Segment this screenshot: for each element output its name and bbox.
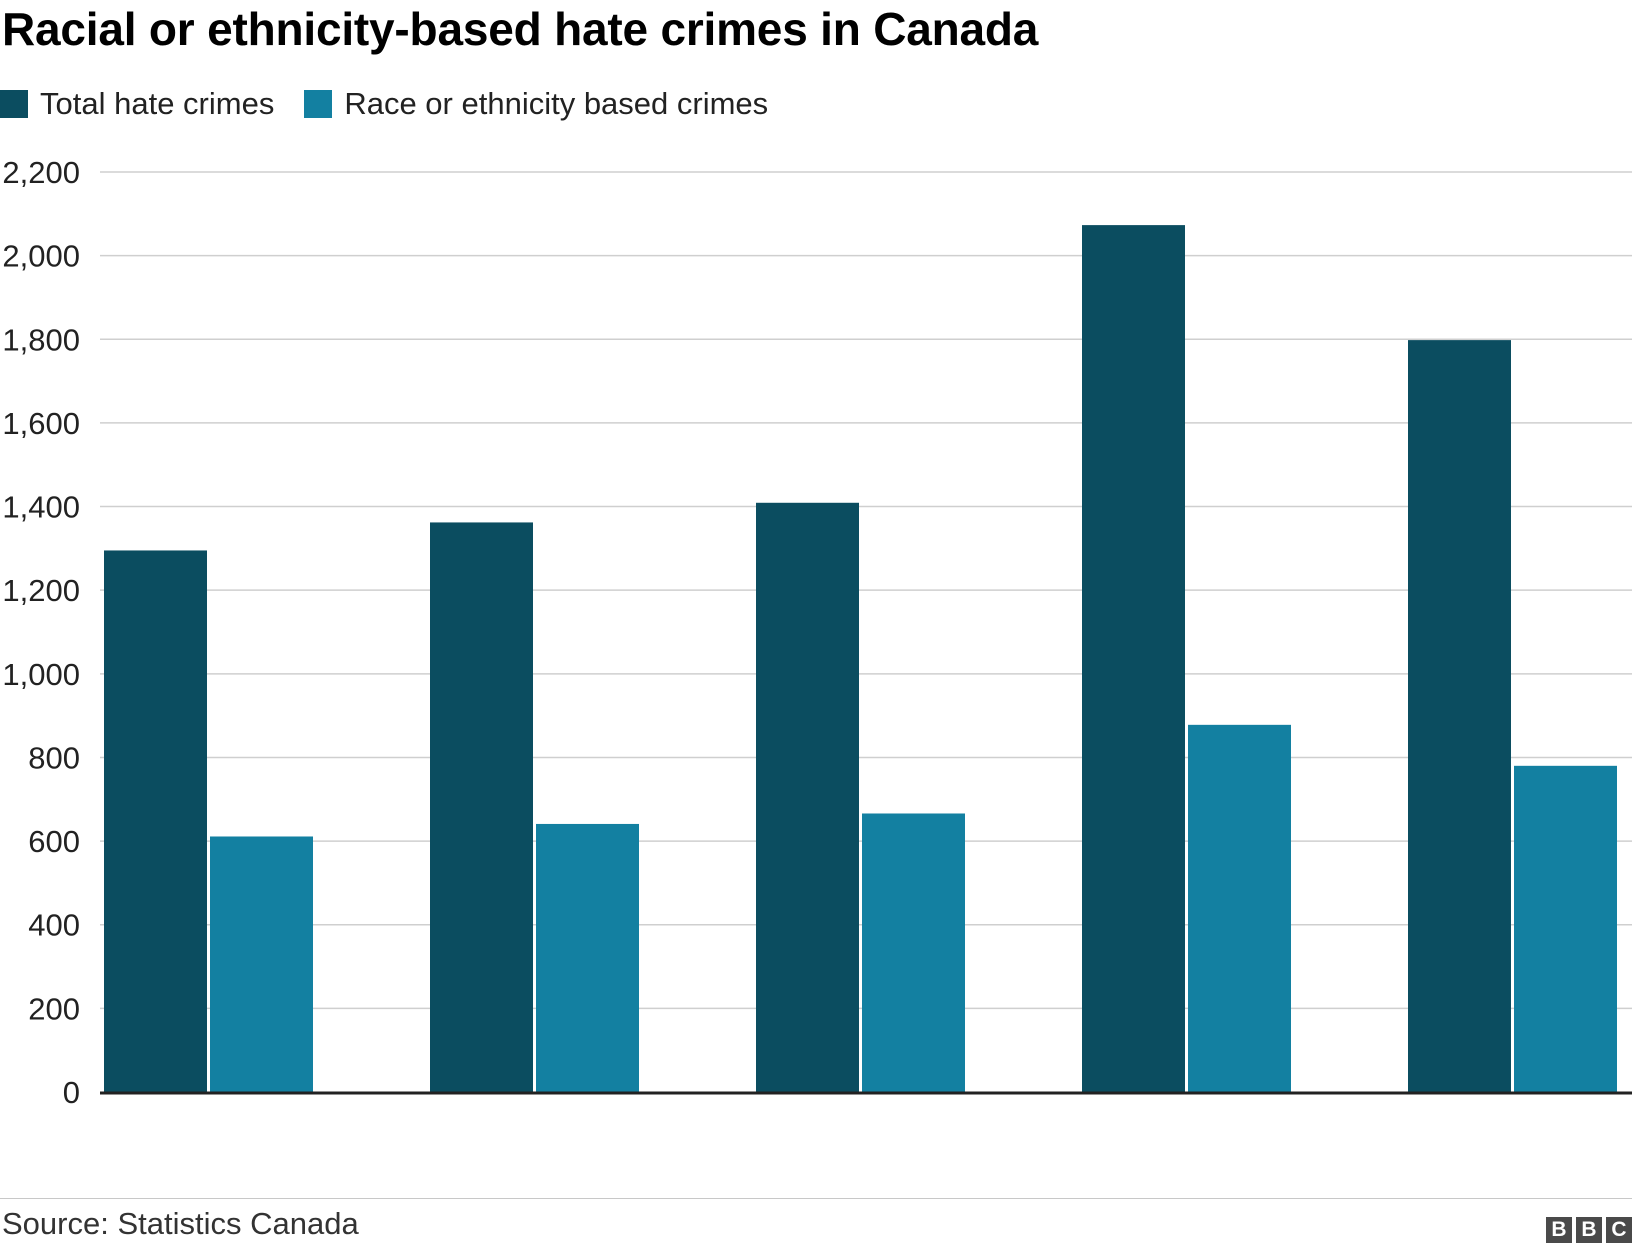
bbc-logo-letter: B	[1546, 1217, 1572, 1243]
bbc-logo-letter: C	[1606, 1217, 1632, 1243]
footer-divider	[0, 1198, 1632, 1199]
bar-total-hate-crimes	[1082, 225, 1185, 1092]
y-tick-label: 0	[63, 1075, 80, 1110]
y-tick-label: 1,600	[2, 406, 80, 441]
bar-race-ethnicity-crimes	[1514, 765, 1617, 1092]
y-tick-label: 2,200	[2, 155, 80, 190]
y-tick-label: 1,200	[2, 573, 80, 608]
y-tick-label: 1,800	[2, 322, 80, 357]
y-tick-label: 2,000	[2, 239, 80, 274]
bar-total-hate-crimes	[756, 502, 859, 1092]
bar-total-hate-crimes	[430, 522, 533, 1092]
legend-item-total: Total hate crimes	[0, 86, 274, 122]
y-tick-label: 1,000	[2, 657, 80, 692]
bar-race-ethnicity-crimes	[210, 836, 313, 1092]
y-tick-label: 800	[28, 740, 80, 775]
legend-swatch-race	[304, 90, 333, 118]
bar-race-ethnicity-crimes	[1188, 724, 1291, 1092]
y-tick-label: 600	[28, 824, 80, 859]
legend-item-race: Race or ethnicity based crimes	[304, 86, 768, 122]
bar-total-hate-crimes	[104, 550, 207, 1092]
legend-swatch-total	[0, 90, 28, 118]
bar-race-ethnicity-crimes	[862, 813, 965, 1092]
y-tick-label: 200	[28, 991, 80, 1026]
chart-legend: Total hate crimes Race or ethnicity base…	[0, 86, 798, 122]
source-note: Source: Statistics Canada	[2, 1206, 359, 1241]
bar-race-ethnicity-crimes	[536, 823, 639, 1092]
bar-chart: 0 200 400 600 800 1,000 1,200 1,400 1,600 1,800 2,…	[2, 155, 1632, 1110]
legend-label-total: Total hate crimes	[40, 86, 275, 121]
legend-label-race: Race or ethnicity based crimes	[344, 86, 769, 121]
y-tick-label: 1,400	[2, 490, 80, 525]
bbc-logo-letter: B	[1576, 1217, 1602, 1243]
y-tick-label: 400	[28, 908, 80, 943]
chart-title: Racial or ethnicity-based hate crimes in…	[2, 3, 1039, 55]
bar-total-hate-crimes	[1408, 340, 1511, 1092]
bbc-logo: B B C	[1542, 1217, 1632, 1243]
